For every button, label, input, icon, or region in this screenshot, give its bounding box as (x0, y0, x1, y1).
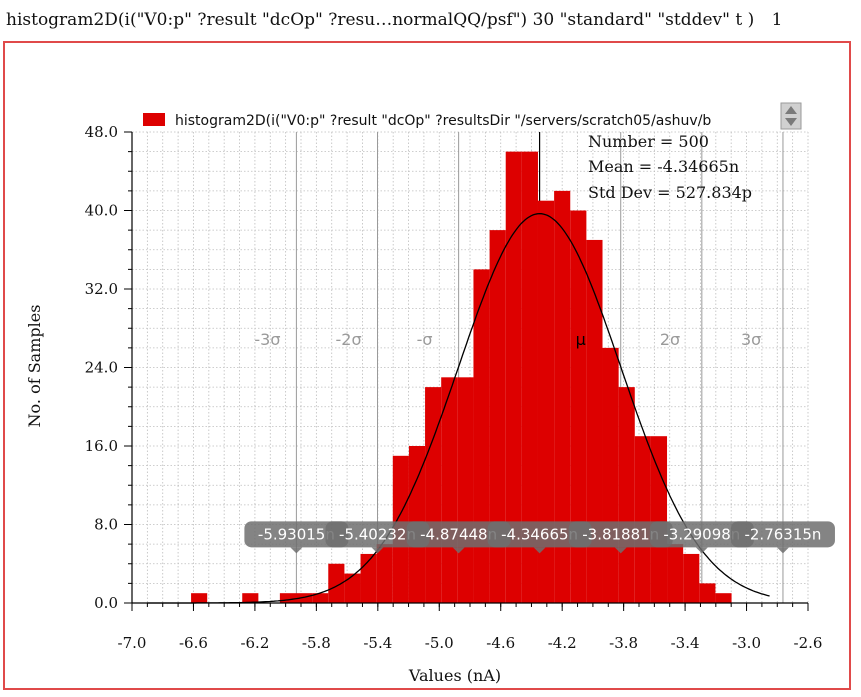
value-marker-box[interactable] (649, 521, 754, 548)
stats-mean: Mean = -4.34665n (588, 157, 739, 176)
value-marker-label[interactable]: -2.76315n (744, 525, 821, 543)
histogram-bar[interactable] (242, 593, 259, 603)
y-tick-label: 32.0 (85, 280, 118, 298)
value-marker-box[interactable] (406, 521, 511, 548)
x-tick-label: -6.6 (179, 634, 208, 652)
histogram-bar[interactable] (570, 210, 587, 604)
histogram-bar[interactable] (279, 593, 297, 603)
x-tick-label: -3.8 (609, 634, 638, 652)
y-tick-label: 0.0 (94, 594, 118, 612)
normal-fit-curve (147, 212, 770, 604)
sigma-label: μ (576, 330, 586, 349)
normal-fit-path (147, 212, 770, 604)
sigma-label: 2σ (660, 330, 680, 349)
x-tick-label: -3.4 (671, 634, 700, 652)
histogram-bar[interactable] (715, 593, 732, 603)
scroll-up-icon[interactable] (785, 106, 797, 114)
stats-std-dev: Std Dev = 527.834p (588, 183, 752, 202)
x-tick-label: -6.2 (240, 634, 269, 652)
histogram-bar[interactable] (489, 230, 506, 603)
legend-label: histogram2D(i("V0:p" ?result "dcOp" ?res… (175, 113, 711, 129)
histogram-bar[interactable] (537, 200, 555, 603)
histogram-bar[interactable] (360, 553, 377, 603)
x-tick-label: -7.0 (118, 634, 147, 652)
histogram-bar[interactable] (425, 387, 442, 603)
sigma-label: -2σ (336, 330, 362, 349)
histogram-bar[interactable] (457, 377, 474, 603)
sigma-label: 3σ (741, 330, 761, 349)
x-tick-label: -3.0 (732, 634, 761, 652)
plot-grid (131, 131, 809, 604)
x-tick-label: -2.6 (794, 634, 823, 652)
histogram-bar[interactable] (667, 544, 684, 603)
axis-ticks: -7.0 -6.6 -6.2 -5.8 -5.4 -5.0 -4.6 -4.2 -3.8 -3.4… (85, 123, 823, 652)
histogram-bar[interactable] (344, 573, 361, 603)
histogram-bar[interactable] (312, 593, 329, 603)
histogram-bar[interactable] (473, 269, 490, 603)
sigma-label: -3σ (254, 330, 280, 349)
histogram-bar[interactable] (554, 190, 571, 603)
x-tick-label: -5.0 (425, 634, 454, 652)
histogram-bar[interactable] (328, 563, 345, 603)
x-axis-title: Values (nA) (408, 666, 501, 685)
plot-window-title: histogram2D(i("V0:p" ?result "dcOp" ?res… (6, 10, 782, 30)
value-marker-label[interactable]: -3.29098n (663, 525, 740, 543)
value-marker-label[interactable]: -4.87448n (420, 525, 497, 543)
value-marker-pointer (290, 547, 303, 554)
stats-number: Number = 500 (588, 132, 709, 151)
sigma-label: -σ (417, 330, 433, 349)
scroll-down-icon[interactable] (785, 118, 797, 126)
value-marker-label[interactable]: -4.34665n (501, 525, 578, 543)
value-marker-box[interactable] (730, 521, 835, 548)
plot-frame (3, 41, 851, 690)
sigma-labels: -3σ -2σ -σ μ 2σ 3σ (254, 330, 761, 349)
value-markers[interactable]: -5.93015n -5.40232n -4.87448n -4.34665n -3.8… (244, 521, 835, 554)
y-tick-label: 16.0 (85, 437, 118, 455)
histogram-bar[interactable] (296, 593, 313, 603)
histogram-bar[interactable] (376, 544, 393, 603)
histogram-bar[interactable] (618, 387, 635, 603)
histogram-bar[interactable] (634, 436, 651, 603)
value-marker-label[interactable]: -3.81881n (582, 525, 659, 543)
subwindow-index: 1 (771, 10, 783, 30)
value-marker-pointer (371, 547, 384, 554)
value-marker-label[interactable]: -5.93015n (258, 525, 335, 543)
value-marker-pointer (533, 547, 546, 554)
plot-title-text: histogram2D(i("V0:p" ?result "dcOp" ?res… (6, 10, 755, 30)
x-tick-label: -4.6 (486, 634, 515, 652)
histogram-bar[interactable] (699, 583, 716, 603)
value-marker-box[interactable] (244, 521, 349, 548)
value-marker-box[interactable] (568, 521, 673, 548)
y-tick-label: 48.0 (85, 123, 118, 141)
x-tick-label: -5.8 (302, 634, 331, 652)
histogram-bar[interactable] (602, 347, 619, 603)
y-tick-label: 8.0 (94, 516, 118, 534)
y-axis-title: No. of Samples (25, 305, 44, 428)
value-marker-pointer (452, 547, 465, 554)
value-marker-box[interactable] (487, 521, 592, 548)
value-marker-pointer (776, 547, 789, 554)
legend-scroll-control[interactable] (780, 102, 802, 130)
x-tick-label: -4.2 (548, 634, 577, 652)
histogram-bar[interactable] (650, 436, 668, 603)
value-marker-pointer (614, 547, 627, 554)
x-tick-label: -5.4 (363, 634, 392, 652)
histogram-bar[interactable] (191, 593, 208, 603)
value-marker-pointer (695, 547, 708, 554)
histogram-bar[interactable] (505, 151, 522, 603)
histogram-bar[interactable] (586, 239, 603, 603)
legend-swatch (143, 113, 165, 126)
histogram-bar[interactable] (683, 553, 700, 603)
value-marker-label[interactable]: -5.40232n (339, 525, 416, 543)
y-tick-label: 24.0 (85, 359, 118, 377)
y-tick-label: 40.0 (85, 202, 118, 220)
histogram-bar[interactable] (521, 151, 538, 603)
value-marker-box[interactable] (325, 521, 430, 548)
